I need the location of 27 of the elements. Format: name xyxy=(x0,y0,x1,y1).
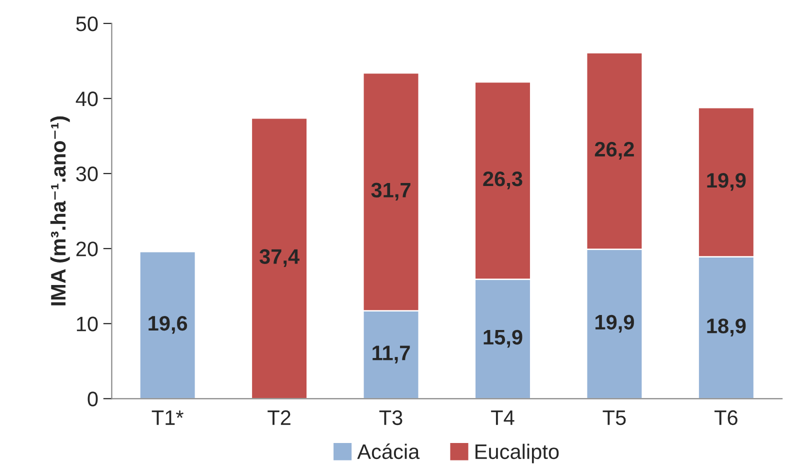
x-tick-label: T2 xyxy=(268,410,290,425)
data-label: 31,7 xyxy=(371,182,410,201)
bar xyxy=(250,117,308,399)
legend-label: Eucalipto xyxy=(476,444,559,464)
x-tick-label: T1* xyxy=(152,410,184,425)
y-tick-label: 30 xyxy=(76,166,98,182)
y-axis-title: IMA (m³.ha⁻¹.ano⁻¹) xyxy=(50,116,70,306)
x-tick-label: T3 xyxy=(379,410,402,426)
x-tick-label: T6 xyxy=(714,410,738,426)
data-label: 18,9 xyxy=(707,318,746,336)
y-tick-label: 50 xyxy=(76,16,98,32)
data-label: 15,9 xyxy=(484,330,522,348)
data-label: 26,3 xyxy=(483,172,522,190)
x-tick-label: T4 xyxy=(491,410,514,425)
data-label: 26,2 xyxy=(594,142,634,160)
data-label: 19,9 xyxy=(596,314,634,333)
y-tick-label: 10 xyxy=(76,316,98,332)
data-label: 11,7 xyxy=(372,346,410,364)
bar xyxy=(138,250,196,399)
data-label: 37,4 xyxy=(260,249,300,267)
data-label: 19,9 xyxy=(707,173,746,191)
y-tick-label: 40 xyxy=(76,91,98,106)
data-label: 19,6 xyxy=(148,316,188,334)
x-tick-label: T5 xyxy=(602,410,626,426)
y-tick-label: 0 xyxy=(88,392,98,406)
y-tick-label: 20 xyxy=(76,242,98,256)
legend-label: Acácia xyxy=(357,444,420,460)
